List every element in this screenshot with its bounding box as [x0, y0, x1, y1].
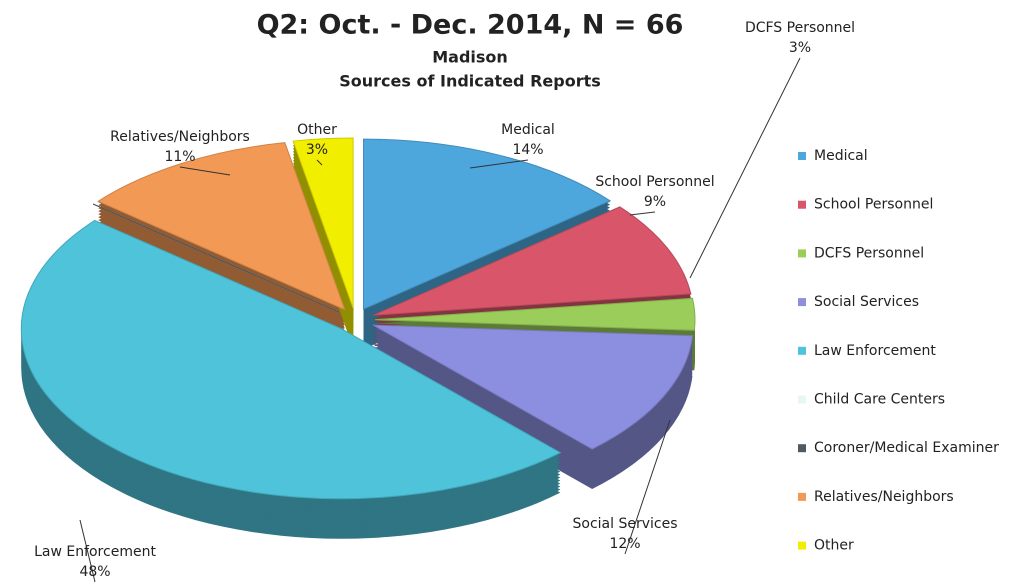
slice-value-label: 11%	[164, 149, 195, 165]
slice	[363, 138, 612, 310]
legend-label: Medical	[814, 148, 868, 164]
legend-swatch	[798, 200, 806, 209]
slice-value-label: 12%	[609, 536, 640, 552]
slice-value-label: 9%	[644, 194, 666, 210]
legend-swatch	[798, 249, 806, 258]
legend-swatch	[798, 541, 806, 550]
slice-label: School Personnel	[595, 174, 714, 190]
leader-line	[179, 166, 231, 176]
leader-line	[624, 419, 671, 555]
slice-label: Other	[297, 122, 337, 138]
legend-swatch	[798, 444, 806, 453]
slice	[373, 206, 692, 316]
legend-swatch	[798, 152, 806, 160]
leader-line	[629, 211, 656, 216]
legend-label: Relatives/Neighbors	[814, 489, 954, 505]
leader-line	[316, 159, 323, 166]
slice-value-label: 3%	[789, 40, 811, 56]
legend-label: Law Enforcement	[814, 343, 936, 359]
legend-swatch	[798, 395, 806, 404]
slice	[372, 324, 694, 450]
slice-value-label: 14%	[512, 142, 543, 158]
slice	[20, 219, 562, 500]
legend-label: Other	[814, 538, 854, 554]
slice-value-label: 48%	[79, 564, 110, 580]
slice	[97, 142, 346, 311]
legend-label: DCFS Personnel	[814, 245, 924, 261]
legend-label: Coroner/Medical Examiner	[814, 440, 999, 456]
slice-label: DCFS Personnel	[745, 20, 855, 36]
legend-label: School Personnel	[814, 197, 933, 213]
leader-line	[79, 519, 96, 583]
slice-label: Relatives/Neighbors	[110, 129, 250, 145]
slice	[374, 297, 696, 331]
legend-swatch	[798, 492, 806, 501]
slice-value-label: 3%	[306, 142, 328, 158]
legend-swatch	[798, 346, 806, 355]
legend-label: Social Services	[814, 294, 919, 310]
slice	[292, 137, 354, 309]
legend-label: Child Care Centers	[814, 392, 945, 408]
leader-line	[469, 159, 529, 169]
chart-title: Q2: Oct. - Dec. 2014, N = 66	[257, 10, 684, 41]
slice-label: Social Services	[573, 516, 678, 532]
slice-label: Medical	[501, 122, 555, 138]
legend-swatch	[798, 298, 806, 307]
chart-subtitle: Madison	[432, 48, 508, 67]
chart-subtitle: Sources of Indicated Reports	[339, 72, 601, 91]
slice-label: Law Enforcement	[34, 544, 156, 560]
slice	[92, 203, 340, 313]
leader-line	[689, 57, 801, 279]
